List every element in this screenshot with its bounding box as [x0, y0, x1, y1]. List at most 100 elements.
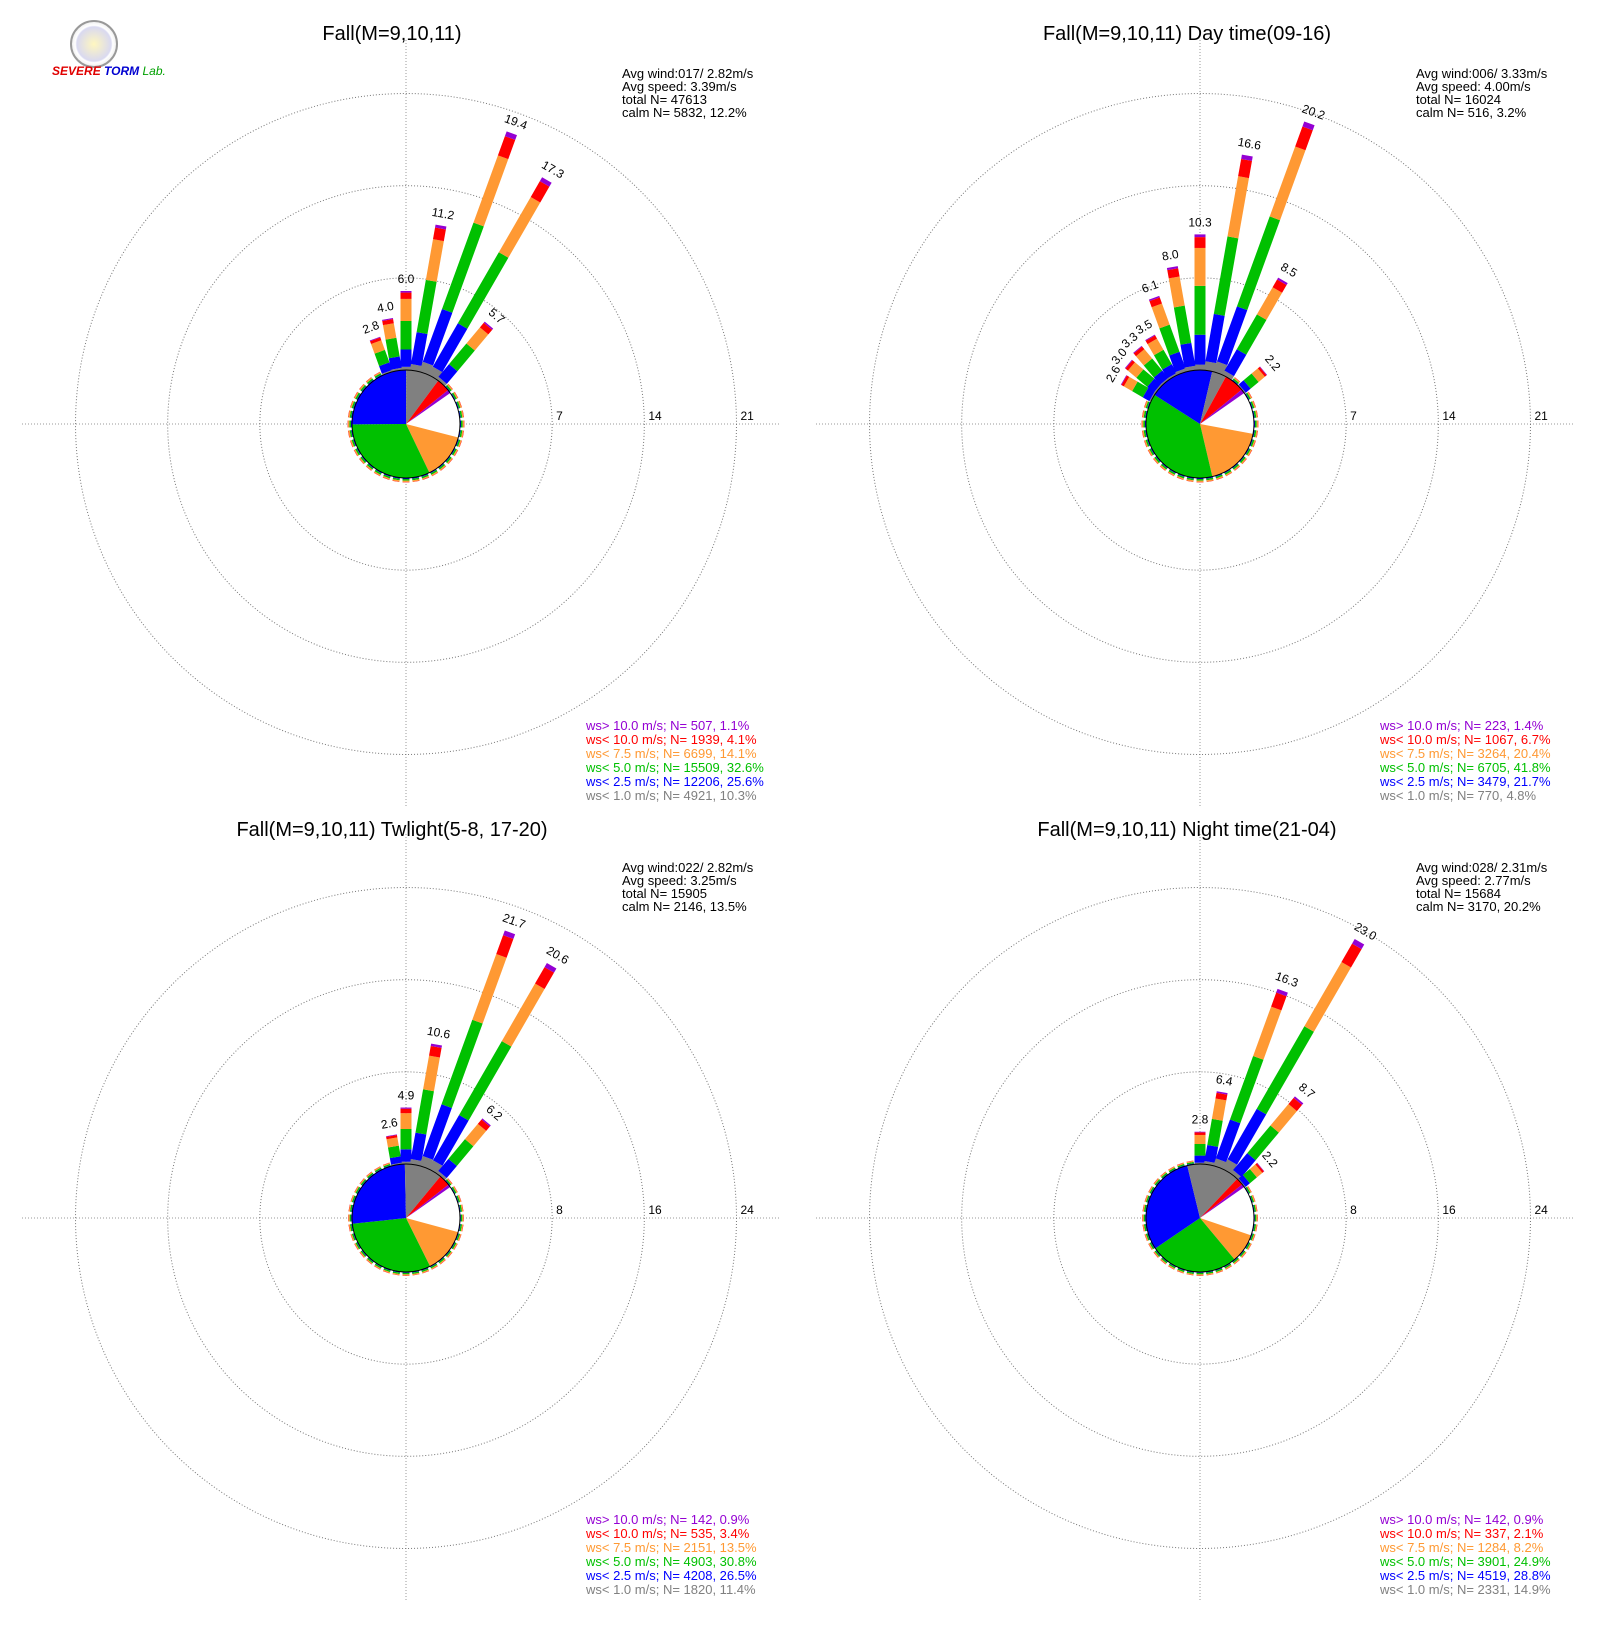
pie-slice-1	[1200, 1218, 1252, 1260]
spoke-130-segment-3	[447, 457, 453, 464]
spoke-320-segment-2	[366, 378, 374, 385]
spoke-40-segment-5	[481, 1118, 491, 1127]
spoke-300-segment-3	[354, 1186, 359, 1193]
spoke-20-segment-0	[419, 361, 434, 376]
spoke-300-segment-1	[1142, 387, 1155, 402]
spoke-210-segment-2	[1168, 1263, 1176, 1269]
windrose-panel-3: 8 16 244.910.621.720.66.22.6Fall(M=9,10,11…	[22, 819, 780, 1602]
spoke-20-segment-5	[1302, 121, 1315, 131]
spoke-140-segment-3	[439, 465, 446, 471]
pie-slice-3	[1146, 1165, 1200, 1249]
info-calm-n: calm N= 516, 3.2%	[1416, 105, 1527, 120]
spoke-40-segment-5	[1293, 1096, 1304, 1105]
spoke-150-segment-2	[1224, 469, 1232, 475]
spoke-330-segment-4	[1145, 335, 1158, 345]
spoke-250-segment-2	[351, 439, 356, 447]
pie-slice-0	[406, 393, 461, 438]
spoke-40-segment-3	[1233, 377, 1240, 383]
info-avg-speed: Avg speed: 2.77m/s	[1416, 873, 1531, 888]
spoke-220-segment-2	[1161, 1257, 1168, 1264]
spoke-40-segment-3	[464, 1123, 487, 1147]
spoke-130-segment-3	[1240, 1251, 1247, 1258]
spoke-30-segment-1	[1227, 1108, 1267, 1165]
spoke-label-350: 8.0	[1161, 247, 1180, 264]
spoke-60-segment-3	[453, 391, 458, 399]
info-total-n: total N= 47613	[622, 92, 707, 107]
spoke-210-segment-2	[374, 469, 382, 475]
spoke-50-segment-2	[445, 384, 452, 392]
ring-label-7: 7	[556, 409, 563, 423]
spoke-40-segment-4	[477, 1119, 490, 1131]
legend-entry-5: ws< 1.0 m/s; N= 4921, 10.3%	[585, 788, 757, 803]
info-avg-speed: Avg speed: 4.00m/s	[1416, 79, 1531, 94]
spoke-150-segment-3	[431, 471, 439, 476]
spoke-20-segment-5	[503, 930, 516, 939]
spoke-130-segment-2	[1239, 1250, 1246, 1257]
spoke-10-segment-4	[429, 1046, 442, 1058]
spoke-label-10: 10.6	[426, 1024, 452, 1042]
spoke-30-segment-5	[539, 177, 552, 187]
ring-16	[167, 979, 645, 1457]
pie-slice-6	[1200, 1184, 1245, 1218]
spoke-40-segment-2	[448, 1139, 474, 1166]
spoke-140-segment-2	[438, 1257, 445, 1264]
spoke-20-segment-2	[1236, 216, 1281, 311]
spoke-label-340: 6.1	[1140, 277, 1161, 296]
spoke-50-segment-3	[446, 1178, 453, 1185]
spoke-320-segment-2	[1143, 358, 1163, 378]
spoke-label-20: 19.4	[503, 111, 530, 132]
spoke-label-0: 2.8	[1192, 1113, 1209, 1127]
spoke-40-segment-1	[438, 364, 458, 384]
spoke-60-segment-2	[451, 1186, 457, 1194]
spoke-40-segment-1	[438, 1158, 457, 1178]
spoke-300-segment-2	[355, 1186, 361, 1194]
ring-24	[75, 887, 737, 1549]
spoke-340-segment-2	[1159, 324, 1180, 356]
spoke-230-segment-2	[360, 1250, 367, 1257]
spoke-340-segment-1	[379, 362, 393, 374]
ring-label-24: 24	[740, 1203, 754, 1217]
spoke-label-10: 11.2	[431, 205, 456, 223]
ring-8	[259, 1071, 553, 1365]
spoke-350-segment-2	[387, 1145, 401, 1159]
spoke-10-segment-4	[1238, 158, 1252, 179]
legend-entry-1: ws< 10.0 m/s; N= 535, 3.4%	[585, 1526, 750, 1541]
spoke-350-segment-1	[388, 356, 402, 370]
spoke-20-segment-4	[1295, 126, 1313, 151]
spoke-340-segment-1	[1169, 351, 1186, 373]
spoke-40-segment-4	[479, 322, 493, 335]
pie-slice-2	[352, 1218, 431, 1272]
legend-entry-5: ws< 1.0 m/s; N= 1820, 11.4%	[585, 1582, 756, 1597]
legend-entry-5: ws< 1.0 m/s; N= 2331, 14.9%	[1379, 1582, 1551, 1597]
ring-21	[869, 93, 1531, 755]
spoke-330-segment-2	[374, 373, 382, 379]
spoke-350-segment-4	[382, 319, 394, 326]
spoke-20-segment-0	[1213, 361, 1228, 376]
pie-slice-3	[352, 370, 407, 425]
spoke-300-segment-3	[1123, 376, 1138, 392]
spoke-230-segment-3	[359, 457, 365, 464]
spoke-230-segment-3	[1153, 457, 1159, 464]
spoke-210-segment-3	[373, 471, 381, 476]
spoke-30-segment-5	[1352, 939, 1365, 950]
spoke-10-segment-3	[1227, 176, 1249, 239]
spoke-300-segment-3	[354, 391, 359, 399]
spoke-320-segment-1	[1153, 370, 1169, 385]
legend-entry-4: ws< 2.5 m/s; N= 12206, 25.6%	[585, 774, 764, 789]
spoke-310-segment-4	[1125, 360, 1135, 371]
spoke-10-segment-3	[1211, 1098, 1227, 1121]
spoke-10-segment-2	[1213, 236, 1239, 316]
spoke-310-segment-2	[1154, 1179, 1161, 1186]
windrose-panel-1: 7 14 216.011.219.417.35.72.84.0Fall(M=9,10…	[22, 23, 780, 808]
spoke-350-segment-2	[1173, 305, 1192, 345]
spoke-30-segment-1	[432, 323, 468, 373]
spoke-10-segment-3	[425, 239, 444, 282]
spoke-130-segment-3	[1241, 457, 1247, 464]
spoke-30-segment-2	[1256, 1026, 1314, 1115]
spoke-350-segment-4	[1167, 268, 1180, 279]
spoke-140-segment-3	[439, 1258, 446, 1265]
spoke-10-segment-1	[410, 332, 428, 366]
spoke-310-segment-1	[1147, 378, 1161, 393]
spoke-30-segment-5	[544, 962, 557, 973]
spoke-320-segment-2	[367, 1172, 374, 1179]
